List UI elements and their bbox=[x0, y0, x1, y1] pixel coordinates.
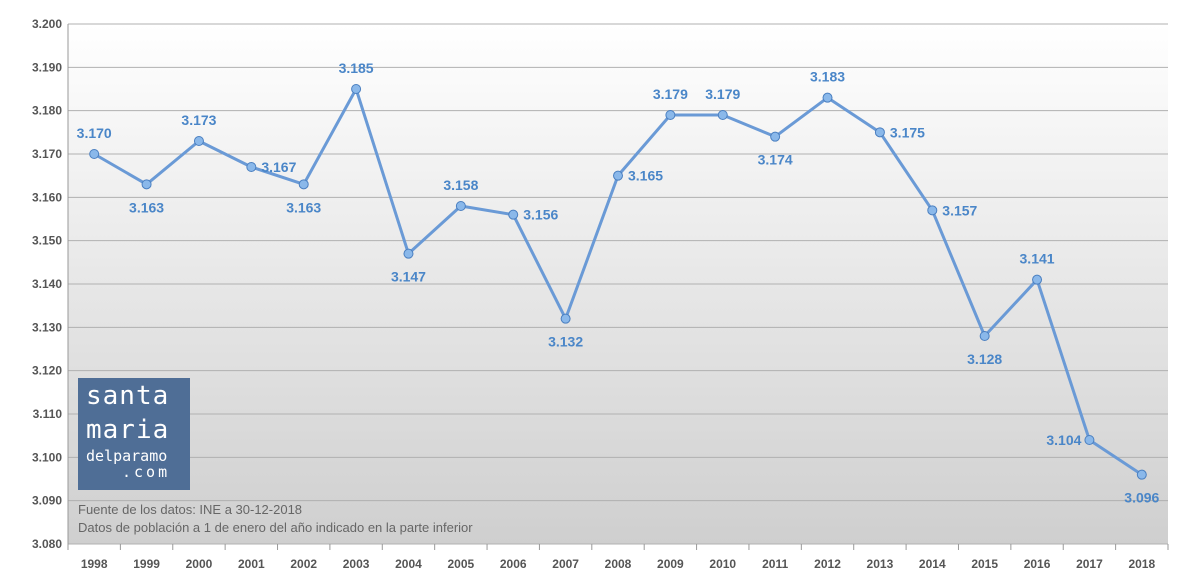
data-label: 3.156 bbox=[523, 207, 558, 223]
data-label: 3.167 bbox=[261, 159, 296, 175]
data-point bbox=[508, 209, 519, 220]
series-population bbox=[89, 84, 1147, 480]
y-tick-label: 3.150 bbox=[32, 234, 62, 248]
data-label: 3.141 bbox=[1020, 251, 1055, 267]
data-label: 3.183 bbox=[810, 69, 845, 85]
data-point bbox=[717, 110, 728, 120]
x-axis: 1998 1999 2000 2001 2002 2003 2004 2005 2006 2007… bbox=[67, 544, 1169, 571]
logo-text-line3: delparamo bbox=[86, 447, 168, 465]
y-tick-label: 3.080 bbox=[32, 537, 62, 551]
x-tick-label: 2008 bbox=[605, 557, 632, 571]
data-label: 3.165 bbox=[628, 168, 663, 184]
data-point bbox=[613, 170, 623, 181]
data-point bbox=[979, 331, 990, 341]
data-point bbox=[822, 92, 833, 103]
x-tick-label: 2010 bbox=[709, 557, 736, 571]
x-tick-label: 2003 bbox=[343, 557, 370, 571]
data-point bbox=[403, 248, 414, 259]
logo-text-line1: santa bbox=[86, 381, 170, 411]
x-tick-label: 1998 bbox=[81, 557, 108, 571]
x-tick-label: 2015 bbox=[971, 557, 998, 571]
x-tick-label: 2012 bbox=[814, 557, 841, 571]
y-tick-label: 3.090 bbox=[32, 494, 62, 508]
data-label: 3.096 bbox=[1124, 490, 1159, 506]
x-tick-label: 1999 bbox=[133, 557, 160, 571]
x-tick-label: 2014 bbox=[919, 557, 946, 571]
x-tick-label: 2017 bbox=[1076, 557, 1103, 571]
data-point bbox=[927, 205, 938, 216]
data-point bbox=[351, 84, 362, 94]
y-tick-label: 3.120 bbox=[32, 364, 62, 378]
data-point bbox=[89, 149, 100, 159]
data-point bbox=[246, 162, 257, 172]
data-point bbox=[455, 201, 466, 211]
data-point bbox=[193, 136, 204, 146]
data-point bbox=[298, 179, 309, 190]
x-tick-label: 2002 bbox=[290, 557, 317, 571]
data-point bbox=[1136, 469, 1147, 480]
x-tick-label: 2001 bbox=[238, 557, 265, 571]
y-tick-label: 3.100 bbox=[32, 450, 62, 464]
data-label: 3.163 bbox=[129, 199, 164, 215]
description-text: Datos de población a 1 de enero del año … bbox=[78, 520, 473, 535]
y-tick-label: 3.160 bbox=[32, 190, 62, 204]
y-tick-label: 3.140 bbox=[32, 277, 62, 291]
data-label: 3.175 bbox=[890, 124, 925, 140]
y-tick-label: 3.200 bbox=[32, 17, 62, 31]
source-note: Fuente de los datos: INE a 30-12-2018 Da… bbox=[78, 501, 473, 537]
data-label: 3.179 bbox=[653, 86, 688, 102]
x-tick-label: 2018 bbox=[1128, 557, 1155, 571]
data-label: 3.163 bbox=[286, 199, 321, 215]
data-label: 3.158 bbox=[443, 177, 478, 193]
data-label: 3.128 bbox=[967, 351, 1002, 367]
y-tick-label: 3.180 bbox=[32, 104, 62, 118]
data-point bbox=[1032, 274, 1043, 285]
data-label: 3.104 bbox=[1046, 432, 1081, 448]
y-tick-label: 3.130 bbox=[32, 320, 62, 334]
data-point bbox=[770, 131, 781, 142]
x-tick-label: 2007 bbox=[552, 557, 579, 571]
data-label: 3.170 bbox=[77, 125, 112, 141]
data-point bbox=[665, 110, 676, 120]
x-tick-label: 2005 bbox=[448, 557, 475, 571]
data-label: 3.157 bbox=[942, 202, 977, 218]
data-point bbox=[560, 313, 571, 324]
x-tick-label: 2000 bbox=[186, 557, 213, 571]
x-tick-label: 2016 bbox=[1024, 557, 1051, 571]
y-tick-label: 3.170 bbox=[32, 147, 62, 161]
y-tick-label: 3.110 bbox=[33, 407, 63, 421]
y-axis: 3.080 3.090 3.100 3.110 3.120 3.130 3.140 3.150… bbox=[32, 17, 69, 551]
data-point bbox=[141, 179, 152, 190]
source-text: Fuente de los datos: INE a 30-12-2018 bbox=[78, 502, 303, 517]
data-label: 3.147 bbox=[391, 269, 426, 285]
data-label: 3.173 bbox=[181, 112, 216, 128]
data-labels: 3.170 3.163 3.173 3.167 3.163 3.185 3.147 3.158… bbox=[77, 60, 1160, 506]
x-tick-label: 2004 bbox=[395, 557, 422, 571]
data-point bbox=[874, 127, 885, 138]
data-point bbox=[1084, 435, 1095, 445]
logo-text-line2: maria bbox=[86, 415, 170, 445]
data-label: 3.174 bbox=[758, 152, 793, 168]
logo-text-line4: .com bbox=[122, 463, 171, 481]
data-label: 3.185 bbox=[339, 60, 374, 76]
gridlines bbox=[68, 23, 1168, 545]
data-label: 3.179 bbox=[705, 86, 740, 102]
y-tick-label: 3.190 bbox=[32, 60, 62, 74]
data-label: 3.132 bbox=[548, 334, 583, 350]
x-tick-label: 2011 bbox=[762, 557, 788, 571]
x-tick-label: 2006 bbox=[500, 557, 527, 571]
site-logo: santa maria delparamo .com bbox=[78, 378, 190, 490]
x-tick-label: 2009 bbox=[657, 557, 684, 571]
x-tick-label: 2013 bbox=[867, 557, 894, 571]
